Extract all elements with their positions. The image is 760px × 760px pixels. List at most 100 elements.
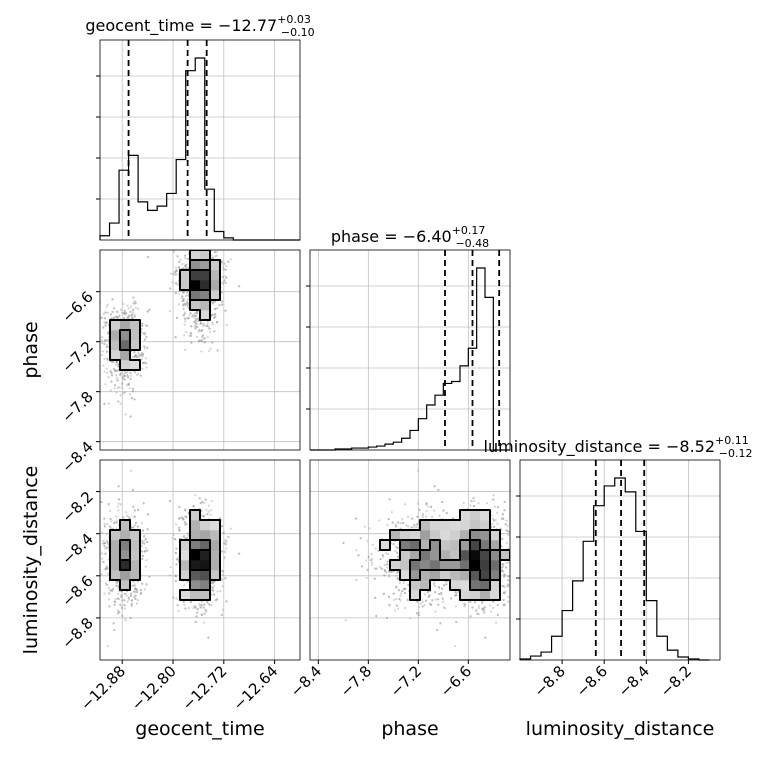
sample-point — [216, 320, 219, 324]
sample-point — [115, 315, 118, 318]
sample-point — [121, 311, 124, 314]
sample-point — [178, 266, 181, 269]
sample-point — [220, 303, 224, 306]
sample-point — [110, 371, 113, 375]
sample-point — [100, 573, 103, 576]
sample-point — [181, 517, 185, 520]
sample-point — [137, 307, 140, 310]
sample-point — [97, 566, 99, 568]
sample-point — [176, 255, 179, 258]
sample-point — [220, 291, 223, 294]
sample-point — [221, 570, 225, 573]
sample-point — [131, 584, 134, 587]
sample-point — [192, 320, 196, 324]
sample-point — [184, 348, 187, 352]
sample-point — [180, 516, 183, 519]
sample-point — [182, 307, 185, 310]
sample-point — [215, 321, 219, 324]
sample-point — [117, 365, 120, 368]
sample-point — [109, 517, 112, 521]
sample-point — [186, 298, 189, 301]
sample-point — [123, 592, 127, 595]
sample-point — [182, 267, 185, 270]
contour-line — [109, 250, 221, 371]
sample-point — [110, 374, 114, 377]
sample-point — [104, 568, 107, 571]
density-cell — [120, 350, 131, 361]
sample-point — [143, 535, 146, 538]
sample-point — [220, 261, 223, 264]
sample-point — [204, 609, 207, 612]
sample-point — [186, 532, 189, 535]
sample-point — [125, 594, 128, 597]
sample-point — [133, 315, 136, 318]
sample-point — [119, 402, 122, 405]
density-cell — [200, 260, 211, 271]
sample-point — [194, 605, 197, 608]
sample-point — [136, 355, 139, 358]
sample-point — [221, 281, 224, 284]
sample-point — [101, 353, 104, 357]
sample-point — [134, 524, 137, 527]
sample-point — [134, 521, 138, 524]
sample-point — [195, 615, 198, 618]
density-cell — [200, 270, 211, 281]
sample-point — [130, 602, 133, 605]
sample-point — [220, 550, 224, 553]
sample-point — [177, 610, 180, 613]
sample-point — [187, 606, 190, 610]
sample-point — [130, 469, 133, 472]
sample-point — [103, 541, 106, 545]
sample-point — [203, 621, 206, 624]
sample-point — [106, 644, 109, 648]
sample-point — [129, 594, 133, 597]
sample-point — [175, 270, 178, 273]
sample-point — [107, 586, 111, 589]
sample-point — [195, 335, 199, 339]
sample-point — [107, 331, 110, 334]
sample-point — [124, 311, 127, 315]
sample-point — [214, 598, 217, 602]
sample-point — [117, 400, 120, 403]
sample-point — [105, 305, 108, 308]
sample-point — [212, 300, 215, 304]
sample-point — [203, 612, 206, 615]
sample-point — [141, 322, 144, 325]
sample-point — [109, 313, 113, 316]
sample-point — [212, 589, 215, 592]
sample-point — [194, 311, 197, 315]
sample-point — [211, 302, 214, 305]
sample-point — [194, 314, 197, 317]
sample-point — [115, 521, 118, 524]
sample-point — [133, 355, 137, 358]
sample-point — [116, 609, 120, 612]
sample-point — [220, 291, 223, 294]
sample-point — [141, 582, 144, 585]
sample-point — [131, 584, 134, 587]
sample-point — [185, 536, 188, 540]
sample-point — [116, 505, 119, 508]
sample-point — [211, 257, 214, 260]
sample-point — [211, 341, 214, 344]
sample-point — [194, 314, 197, 318]
sample-point — [146, 310, 149, 313]
sample-point — [118, 611, 121, 614]
sample-point — [223, 556, 226, 559]
sample-point — [111, 310, 114, 314]
sample-point — [135, 355, 138, 358]
sample-point — [117, 485, 120, 488]
sample-point — [196, 607, 199, 611]
density-cell — [110, 340, 121, 351]
sample-point — [110, 589, 113, 592]
sample-point — [129, 371, 132, 375]
density-cell — [200, 250, 211, 261]
sample-point — [197, 340, 201, 343]
sample-point — [216, 590, 219, 593]
sample-point — [211, 581, 214, 585]
sample-point — [114, 315, 117, 318]
sample-point — [211, 313, 214, 316]
sample-point — [175, 316, 179, 319]
sample-point — [130, 598, 134, 602]
sample-point — [129, 594, 133, 598]
sample-point — [183, 311, 186, 314]
